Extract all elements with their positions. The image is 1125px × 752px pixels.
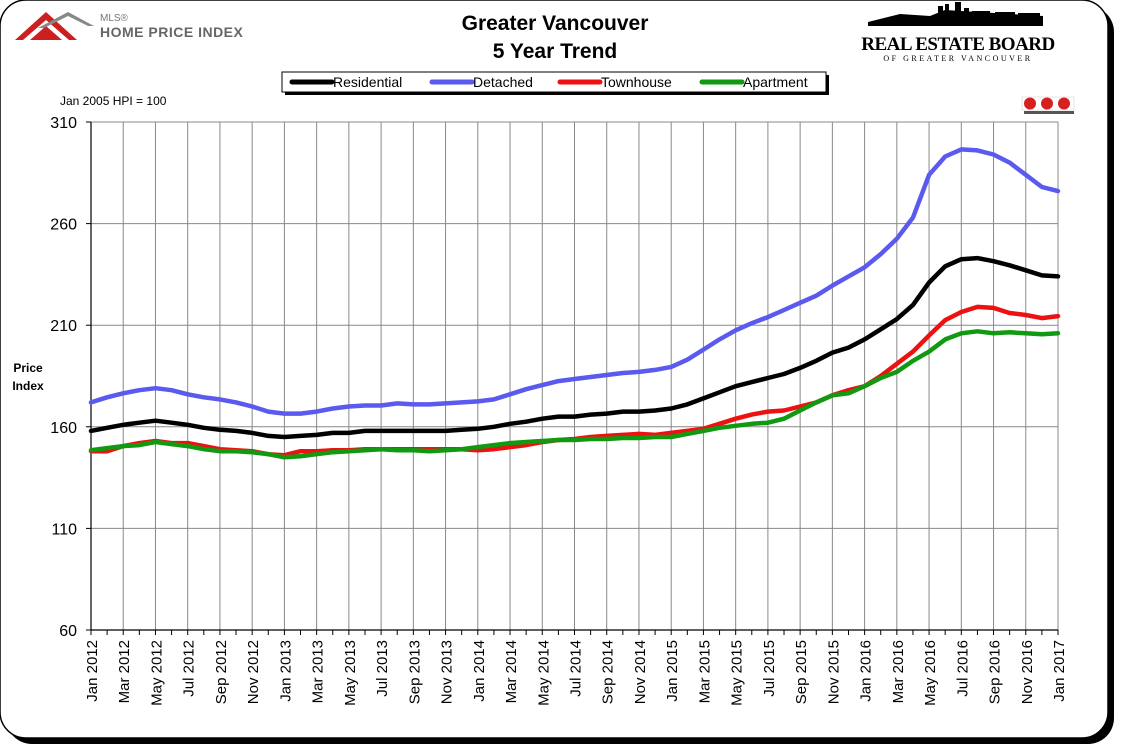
- hpi-logo-small: MLS®: [100, 13, 129, 24]
- x-tick-label: Nov 2016: [1019, 640, 1036, 704]
- hpi-logo-main: HOME PRICE INDEX: [100, 24, 244, 40]
- x-tick-label: Nov 2013: [439, 640, 456, 704]
- x-tick-label: May 2014: [535, 640, 552, 706]
- mls-m-icon: [1024, 97, 1036, 110]
- series-line-detached: [88, 147, 1061, 416]
- house-roof-grey-icon: [38, 12, 94, 28]
- series-line-residential: [88, 255, 1061, 440]
- legend-label-residential: Residential: [333, 74, 402, 90]
- x-tick-label: Jan 2013: [277, 640, 294, 702]
- x-tick-label: Mar 2016: [890, 640, 907, 703]
- x-tick-label: Nov 2015: [825, 640, 842, 704]
- hpi-logo: MLS® HOME PRICE INDEX: [15, 12, 244, 40]
- board-subtitle: OF GREATER VANCOUVER: [883, 54, 1032, 63]
- mls-s-icon: [1058, 97, 1070, 110]
- legend-label-townhouse: Townhouse: [601, 74, 672, 90]
- x-tick-label: Mar 2014: [503, 640, 520, 703]
- board-name: REAL ESTATE BOARD: [861, 34, 1055, 55]
- x-tick-label: May 2012: [148, 640, 165, 706]
- x-tick-label: Mar 2013: [310, 640, 327, 703]
- x-tick-label: Mar 2015: [696, 640, 713, 703]
- house-roof-icon: [15, 12, 77, 40]
- house-body-icon: [30, 26, 62, 40]
- x-tick-label: May 2013: [342, 640, 359, 706]
- legend: Residential Detached Townhouse Apartment: [281, 71, 829, 95]
- x-tick-label: Sep 2013: [406, 640, 423, 704]
- base-note: Jan 2005 HPI = 100: [60, 94, 167, 108]
- y-axis-label-line1: Price: [13, 361, 43, 375]
- x-tick-label: May 2016: [922, 640, 939, 706]
- y-tick-label: 160: [50, 420, 77, 437]
- y-tick-label: 60: [59, 623, 77, 640]
- x-tick-label: Jan 2012: [84, 640, 101, 702]
- x-tick-label: May 2015: [729, 640, 746, 706]
- mls-l-icon: [1041, 97, 1053, 110]
- x-tick-label: Jan 2016: [858, 640, 875, 702]
- x-tick-label: Jan 2017: [1051, 640, 1068, 702]
- y-tick-label: 310: [50, 115, 77, 132]
- mls-logo: [1021, 96, 1075, 114]
- x-tick-label: Sep 2012: [213, 640, 230, 704]
- skyline-icon: [868, 2, 1043, 26]
- legend-label-detached: Detached: [473, 74, 533, 90]
- chart-title-line1: Greater Vancouver: [462, 12, 649, 35]
- x-tick-label: Jan 2014: [471, 640, 488, 702]
- x-tick-label: Jan 2015: [664, 640, 681, 702]
- y-axis-label-line2: Index: [12, 379, 44, 393]
- x-tick-label: Sep 2014: [600, 640, 617, 704]
- x-tick-label: Nov 2014: [632, 640, 649, 704]
- y-tick-label: 110: [51, 521, 77, 538]
- x-tick-label: Jul 2014: [568, 640, 585, 697]
- chart-title-line2: 5 Year Trend: [493, 40, 618, 63]
- x-tick-label: Jul 2013: [374, 640, 391, 697]
- series-line-apartment: [88, 329, 1061, 460]
- x-tick-label: Jul 2016: [954, 640, 971, 697]
- y-tick-label: 260: [50, 217, 77, 234]
- board-logo: REAL ESTATE BOARD OF GREATER VANCOUVER: [861, 2, 1055, 63]
- x-tick-label: Sep 2015: [793, 640, 810, 704]
- legend-label-apartment: Apartment: [743, 74, 808, 90]
- x-tick-label: Mar 2012: [116, 640, 133, 703]
- y-tick-label: 210: [50, 318, 77, 335]
- x-tick-label: Nov 2012: [245, 640, 262, 704]
- plot-area: 60 110 160 210 260 310 Jan 2012 Mar 2012 May 201…: [50, 115, 1068, 706]
- x-tick-label: Jul 2015: [761, 640, 778, 697]
- legend-box: [281, 71, 827, 93]
- x-tick-label: Jul 2012: [181, 640, 198, 697]
- x-tick-label: Sep 2016: [987, 640, 1004, 704]
